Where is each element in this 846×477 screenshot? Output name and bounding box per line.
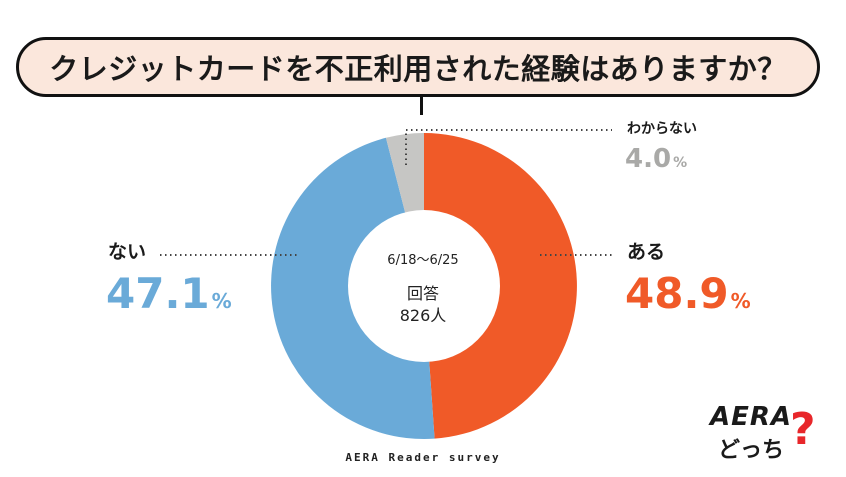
question-text: クレジットカードを不正利用された経験はありますか？ bbox=[49, 52, 787, 86]
percent-label-yes: 48.9% bbox=[625, 273, 751, 315]
category-label-yes: ある bbox=[627, 241, 666, 263]
percent-unit-yes: % bbox=[730, 289, 751, 313]
logo-subtitle: どっち bbox=[718, 438, 785, 463]
bubble-stem bbox=[420, 97, 423, 115]
slice-yes bbox=[424, 133, 577, 439]
donut-hole bbox=[348, 210, 500, 362]
leader-lines bbox=[160, 129, 612, 256]
aera-dotchi-logo: AERA どっち ? bbox=[710, 402, 830, 464]
question-mark-icon: ? bbox=[790, 404, 816, 455]
percent-value-yes: 48.9 bbox=[625, 269, 729, 318]
leader-line-unsure bbox=[405, 129, 612, 165]
respondents-label: 回答 bbox=[406, 284, 439, 303]
percent-unit-no: % bbox=[211, 289, 232, 313]
footer-survey-credit: AERA Reader survey bbox=[345, 451, 501, 464]
respondents-count: 826人 bbox=[399, 306, 447, 325]
category-label-unsure: わからない bbox=[627, 121, 697, 137]
percent-value-no: 47.1 bbox=[106, 269, 210, 318]
date-range: 6/18～6/25 bbox=[387, 253, 459, 268]
percent-unit-unsure: % bbox=[673, 155, 688, 171]
question-bubble: クレジットカードを不正利用された経験はありますか？ bbox=[16, 37, 820, 97]
percent-label-unsure: 4.0% bbox=[625, 146, 687, 172]
logo-wordmark: AERA bbox=[710, 402, 793, 432]
percent-label-no: 47.1% bbox=[106, 273, 232, 315]
category-label-no: ない bbox=[108, 241, 147, 263]
percent-value-unsure: 4.0 bbox=[625, 144, 672, 174]
